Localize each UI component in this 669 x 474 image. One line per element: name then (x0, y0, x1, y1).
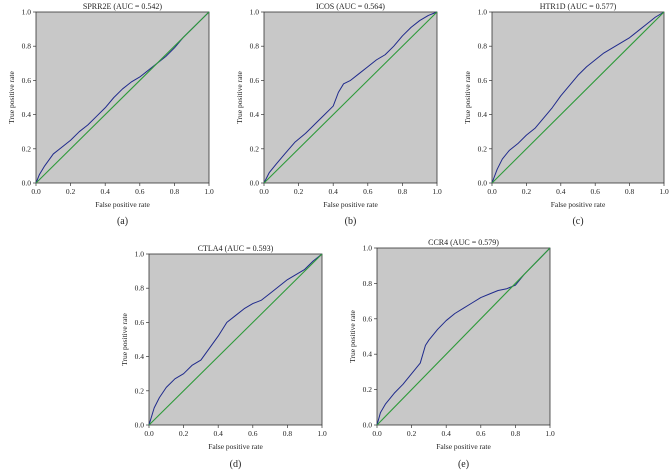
y-tick-label: 0.2 (478, 144, 488, 153)
x-tick-label: 0.6 (591, 187, 601, 196)
x-tick-label: 0.4 (442, 429, 452, 438)
x-tick-label: 0.0 (144, 429, 154, 438)
roc-curve-line (35, 11, 210, 184)
x-tick-label: 0.4 (329, 187, 339, 196)
x-tick-label: 1.0 (659, 187, 669, 196)
x-tick-label: 0.2 (407, 429, 417, 438)
roc-curve-line (491, 11, 665, 184)
y-tick-label: 0.4 (250, 110, 260, 119)
x-axis-label: False positive rate (208, 442, 263, 451)
x-tick-label: 0.2 (66, 187, 76, 196)
y-tick-label: 0.8 (478, 42, 488, 51)
x-tick-label: 0.6 (248, 429, 258, 438)
y-tick-label: 0.2 (250, 144, 260, 153)
y-tick-label: 0.4 (478, 110, 488, 119)
y-tick-label: 0.0 (135, 421, 145, 430)
panel-label: (b) (345, 216, 357, 227)
roc-chart-3: HTR1D (AUC = 0.577) 0.0 0.2 0.4 0.6 0.8 1.0 0.0… (463, 2, 669, 227)
x-tick-label: 0.0 (372, 429, 382, 438)
x-tick-label: 0.2 (294, 187, 304, 196)
x-tick-label: 0.8 (511, 429, 521, 438)
x-axis-label: False positive rate (436, 442, 491, 451)
x-axis-label: False positive rate (323, 200, 378, 209)
y-tick-label: 0.2 (135, 386, 145, 395)
x-tick-label: 1.0 (432, 187, 442, 196)
y-tick-label: 0.8 (22, 42, 32, 51)
x-tick-label: 0.4 (214, 429, 224, 438)
y-tick-label: 1.0 (135, 250, 145, 259)
reference-diagonal-line (148, 253, 323, 426)
x-tick-label: 0.4 (101, 187, 111, 196)
y-tick-label: 0.2 (22, 144, 32, 153)
y-tick-label: 0.6 (478, 76, 488, 85)
roc-chart-4: CTLA4 (AUC = 0.593) 0.0 0.2 0.4 0.6 0.8 1.0 0.0… (120, 244, 327, 470)
x-tick-label: 1.0 (545, 429, 555, 438)
y-axis-label: True positive rate (7, 71, 16, 124)
x-tick-label: 0.6 (476, 429, 486, 438)
chart-title: SPRR2E (AUC = 0.542) (83, 2, 163, 11)
x-tick-label: 0.2 (522, 187, 532, 196)
chart-title: HTR1D (AUC = 0.577) (540, 2, 617, 11)
y-axis-label: True positive rate (235, 71, 244, 124)
x-tick-label: 0.4 (556, 187, 566, 196)
y-tick-label: 0.6 (250, 76, 260, 85)
panel-label: (a) (117, 216, 128, 227)
x-axis-label: False positive rate (551, 200, 606, 209)
x-axis-label: False positive rate (95, 200, 150, 209)
y-tick-label: 1.0 (22, 8, 32, 17)
y-tick-label: 0.0 (250, 179, 260, 188)
panel-label: (d) (230, 459, 242, 470)
x-tick-label: 0.6 (363, 187, 373, 196)
x-tick-label: 0.8 (398, 187, 408, 196)
y-tick-label: 0.8 (250, 42, 260, 51)
y-tick-label: 0.4 (22, 110, 32, 119)
roc-curve-line (376, 247, 551, 426)
x-tick-label: 1.0 (317, 429, 327, 438)
y-tick-label: 0.8 (363, 279, 373, 288)
y-axis-label: True positive rate (348, 310, 357, 363)
panel-label: (c) (572, 216, 583, 227)
x-tick-label: 0.2 (179, 429, 189, 438)
y-tick-label: 0.0 (363, 421, 373, 430)
reference-diagonal-line (491, 11, 665, 184)
y-tick-label: 0.4 (135, 352, 145, 361)
chart-title: CTLA4 (AUC = 0.593) (198, 244, 274, 253)
roc-curve-line (263, 11, 438, 184)
y-tick-label: 0.2 (363, 385, 373, 394)
chart-title: ICOS (AUC = 0.564) (316, 2, 385, 11)
reference-diagonal-line (263, 11, 438, 184)
y-axis-label: True positive rate (120, 313, 129, 366)
y-tick-label: 0.6 (22, 76, 32, 85)
x-tick-label: 0.0 (31, 187, 41, 196)
x-tick-label: 0.0 (487, 187, 497, 196)
x-tick-label: 0.8 (625, 187, 635, 196)
y-tick-label: 0.0 (478, 179, 488, 188)
x-tick-label: 0.0 (259, 187, 269, 196)
x-tick-label: 0.8 (283, 429, 293, 438)
roc-chart-5: CCR4 (AUC = 0.579) 0.0 0.2 0.4 0.6 0.8 1.0 0.0 0… (348, 238, 555, 470)
y-tick-label: 0.4 (363, 350, 373, 359)
roc-chart-2: ICOS (AUC = 0.564) 0.0 0.2 0.4 0.6 0.8 1.0 0.0 0… (235, 2, 442, 227)
x-tick-label: 1.0 (204, 187, 214, 196)
y-axis-label: True positive rate (463, 71, 472, 124)
x-tick-label: 0.6 (135, 187, 145, 196)
y-tick-label: 0.6 (363, 314, 373, 323)
roc-curve-line (148, 253, 323, 426)
reference-diagonal-line (376, 247, 551, 426)
y-tick-label: 1.0 (363, 244, 373, 253)
reference-diagonal-line (35, 11, 210, 184)
chart-title: CCR4 (AUC = 0.579) (428, 238, 499, 247)
x-tick-label: 0.8 (170, 187, 180, 196)
y-tick-label: 1.0 (478, 8, 488, 17)
y-tick-label: 0.0 (22, 179, 32, 188)
roc-chart-1: SPRR2E (AUC = 0.542) 0.0 0.2 0.4 0.6 0.8 1.0 0.… (7, 2, 214, 227)
y-tick-label: 0.8 (135, 284, 145, 293)
y-tick-label: 1.0 (250, 8, 260, 17)
panel-label: (e) (458, 459, 469, 470)
y-tick-label: 0.6 (135, 318, 145, 327)
